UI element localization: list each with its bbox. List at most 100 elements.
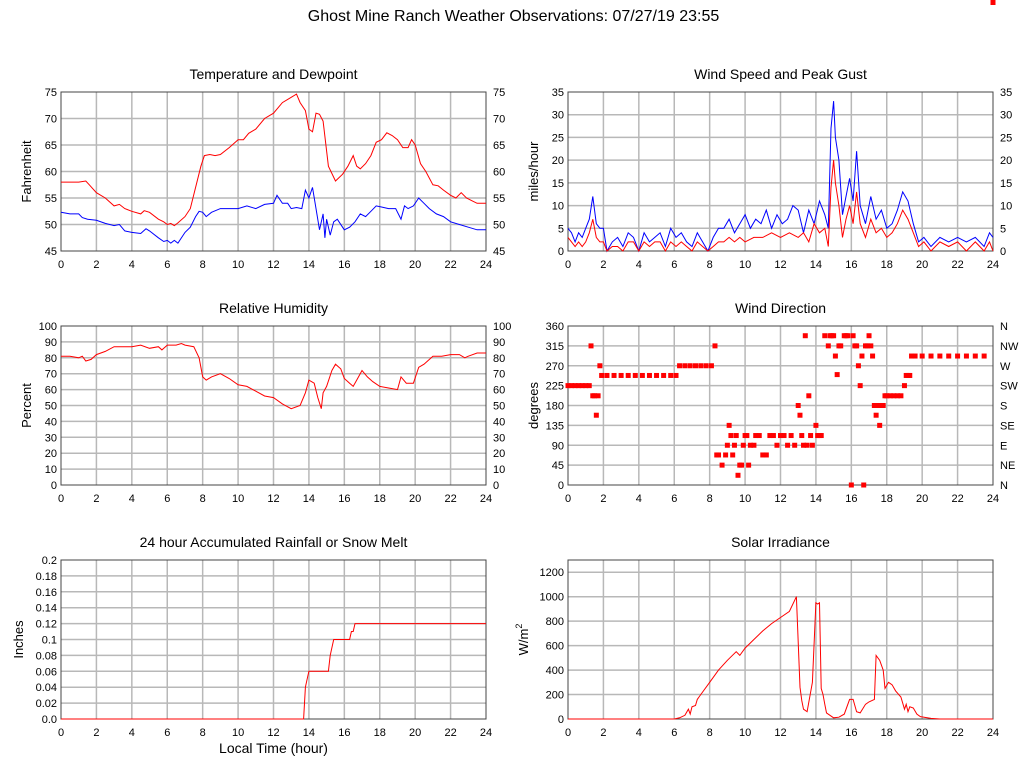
y-right-tick-label: 10 (493, 464, 505, 476)
x-tick-label: 2 (93, 493, 99, 505)
wind-direction-point (861, 482, 867, 488)
wind-direction-point (597, 363, 603, 369)
rainfall-chart: 24 hour Accumulated Rainfall or Snow Mel… (11, 534, 492, 756)
y-tick-label: 0.14 (36, 603, 57, 615)
y-axis-label: miles/hour (526, 141, 541, 202)
wind-direction-point (981, 353, 987, 359)
y-tick-label: 55 (45, 193, 57, 205)
wind-direction-point (891, 393, 897, 399)
y-tick-label: 40 (45, 416, 57, 428)
wind-direction-point (576, 383, 582, 389)
y-right-tick-label: 80 (493, 353, 505, 365)
x-tick-label: 8 (200, 493, 206, 505)
wind-direction-point (572, 383, 578, 389)
x-tick-label: 22 (951, 727, 963, 739)
wind-direction-point (864, 343, 870, 349)
y-tick-label: 90 (552, 440, 564, 452)
x-tick-label: 8 (707, 493, 713, 505)
y-right-tick-label: 20 (1000, 155, 1012, 167)
wind-direction-point (880, 403, 886, 408)
y-tick-label: 20 (552, 155, 564, 167)
chart-title: Solar Irradiance (731, 534, 830, 550)
y-tick-label: 0.02 (36, 698, 57, 710)
x-tick-label: 18 (881, 493, 893, 505)
y-right-tick-label: 70 (493, 369, 505, 381)
x-tick-label: 12 (774, 727, 786, 739)
wind-direction-point (592, 393, 598, 399)
x-tick-label: 20 (409, 727, 421, 739)
y-tick-label: 65 (45, 140, 57, 152)
x-tick-label: 20 (916, 727, 928, 739)
x-tick-label: 12 (267, 493, 279, 505)
x-tick-label: 8 (200, 259, 206, 271)
wind-direction-point (813, 422, 819, 428)
y-tick-label: 70 (45, 114, 57, 126)
x-tick-label: 22 (444, 259, 456, 271)
x-tick-label: 16 (338, 727, 350, 739)
y-tick-label: 270 (546, 361, 564, 373)
relative-humidity-line (61, 342, 486, 410)
chart-title: 24 hour Accumulated Rainfall or Snow Mel… (140, 534, 408, 550)
y-right-tick-label: 0 (1000, 246, 1006, 258)
wind-direction-point (963, 353, 969, 359)
wind-direction-point (799, 433, 805, 439)
wind-direction-point (832, 353, 838, 359)
y-right-tick-label: 55 (493, 193, 505, 205)
x-tick-label: 12 (267, 727, 279, 739)
wind-direction-point (873, 412, 879, 418)
wind-direction-point (604, 372, 610, 378)
y-right-tick-label: 60 (493, 167, 505, 179)
y-right-tick-label: 90 (493, 337, 505, 349)
x-tick-label: 24 (480, 259, 492, 271)
y-tick-label: 80 (45, 353, 57, 365)
y-tick-label: 30 (45, 432, 57, 444)
wind-direction-point (767, 433, 773, 439)
x-tick-label: 8 (707, 259, 713, 271)
y-tick-label: 1000 (540, 592, 564, 604)
y-right-tick-label: 100 (493, 321, 511, 333)
plot-frame (60, 91, 487, 252)
x-tick-label: 16 (845, 727, 857, 739)
wind-direction-point (909, 353, 915, 359)
wind-direction-point (726, 422, 732, 428)
wind-direction-point (804, 442, 810, 448)
wind-direction-point (618, 372, 624, 378)
x-tick-label: 2 (93, 727, 99, 739)
x-tick-label: 16 (845, 259, 857, 271)
x-tick-label: 4 (636, 493, 642, 505)
x-tick-label: 16 (338, 493, 350, 505)
dewpoint-line (60, 187, 486, 244)
y-right-tick-label: 35 (1000, 87, 1012, 99)
wind-direction-point (884, 393, 890, 399)
wind-direction-point (808, 433, 814, 439)
x-tick-label: 22 (951, 493, 963, 505)
wind-direction-point (708, 363, 714, 369)
x-tick-label: 6 (671, 259, 677, 271)
x-tick-label: 0 (565, 493, 571, 505)
wind-direction-point (859, 353, 865, 359)
wind-direction-point (654, 372, 660, 378)
wind-direction-point (848, 482, 854, 488)
y-tick-label: 1200 (540, 567, 564, 579)
y-tick-label: 200 (546, 690, 564, 702)
y-right-tick-label: SW (1000, 381, 1018, 393)
y-right-tick-label: 65 (493, 140, 505, 152)
y-tick-label: 5 (558, 223, 564, 235)
chart-title: Relative Humidity (219, 300, 328, 316)
x-tick-label: 14 (810, 727, 822, 739)
plot-frame (60, 325, 487, 486)
wind-direction-point (569, 383, 575, 389)
wind-direction-point (901, 383, 907, 389)
x-tick-label: 20 (916, 493, 928, 505)
y-right-tick-label: 30 (493, 432, 505, 444)
peak-gust-line (567, 101, 994, 253)
y-tick-label: 45 (552, 460, 564, 472)
x-tick-label: 10 (739, 493, 751, 505)
y-tick-label: 180 (546, 401, 564, 413)
y-tick-label: 600 (546, 641, 564, 653)
y-tick-label: 20 (45, 448, 57, 460)
y-axis-label: W/m2 (514, 624, 531, 656)
